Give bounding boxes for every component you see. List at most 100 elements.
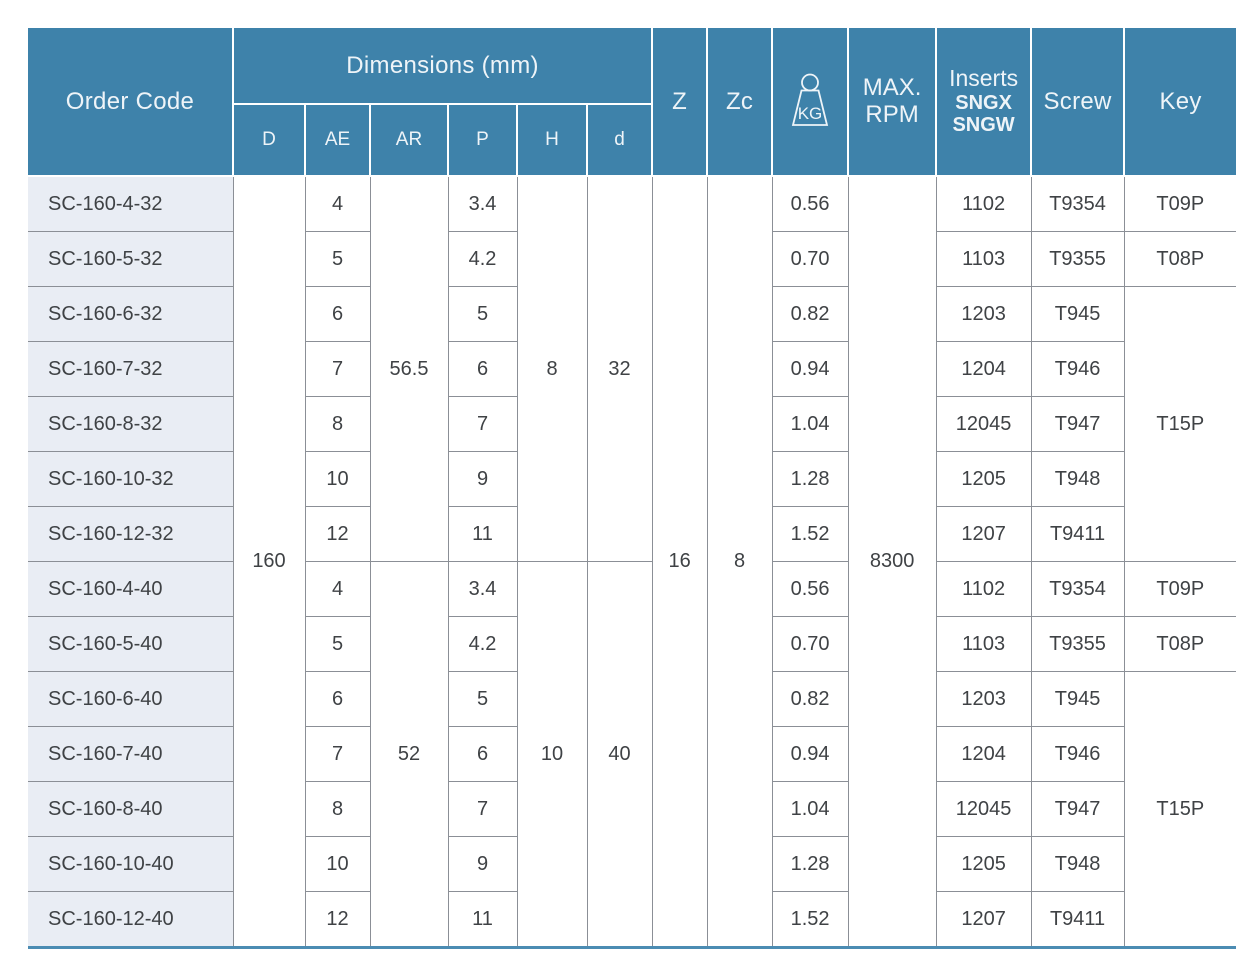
cell-key: T08P bbox=[1123, 616, 1237, 672]
cell-insert: 12045 bbox=[935, 396, 1032, 452]
table-row: SC-160-5-40 5 4.2 0.70 1103 T9355 T08P bbox=[28, 616, 1237, 672]
header-dim-h: H bbox=[516, 103, 588, 177]
table-row: SC-160-4-40 4 52 3.4 10 40 0.56 1102 T9354 T09P bbox=[28, 561, 1237, 948]
cell-screw: T947 bbox=[1030, 781, 1125, 837]
cell-dim-ae: 12 bbox=[304, 891, 371, 948]
table-row: SC-160-7-40 7 6 0.94 1204 T946 bbox=[28, 726, 1236, 782]
cell-screw: T946 bbox=[1030, 726, 1125, 782]
cell-dim-ae: 5 bbox=[304, 616, 371, 672]
inserts-type-sngx: SNGX bbox=[955, 91, 1012, 114]
cell-insert: 1102 bbox=[935, 175, 1032, 232]
cell-dim-ae: 8 bbox=[304, 781, 371, 837]
cell-insert: 12045 bbox=[935, 781, 1032, 837]
cell-insert: 1207 bbox=[935, 506, 1032, 562]
header-inserts: Inserts SNGX SNGW bbox=[935, 28, 1033, 177]
cell-z-shared: 16 bbox=[651, 175, 708, 948]
cell-key: T09P bbox=[1123, 561, 1237, 617]
cell-dim-p: 7 bbox=[447, 396, 518, 452]
cell-key: T15P bbox=[1123, 286, 1237, 562]
cell-dim-p: 9 bbox=[447, 836, 518, 892]
cell-dim-ae: 12 bbox=[304, 506, 371, 562]
cell-insert: 1204 bbox=[935, 726, 1032, 782]
cell-dim-ae: 6 bbox=[304, 286, 371, 342]
cell-dim-ae: 10 bbox=[304, 836, 371, 892]
header-dim-p: P bbox=[447, 103, 518, 177]
cell-dim-d-small-group: 32 bbox=[586, 175, 653, 562]
header-dim-ar: AR bbox=[369, 103, 449, 177]
cell-dim-p: 5 bbox=[447, 286, 518, 342]
cell-weight-kg: 1.52 bbox=[771, 891, 849, 948]
cell-insert: 1103 bbox=[935, 616, 1032, 672]
kg-label: KG bbox=[798, 104, 823, 123]
cell-screw: T947 bbox=[1030, 396, 1125, 452]
cell-screw: T948 bbox=[1030, 836, 1125, 892]
cell-dim-d-small-group: 40 bbox=[586, 561, 653, 948]
cell-dim-p: 4.2 bbox=[447, 231, 518, 287]
inserts-type-sngw: SNGW bbox=[952, 114, 1015, 137]
cell-dim-p: 11 bbox=[447, 891, 518, 948]
table-body: SC-160-4-32 160 4 56.5 3.4 8 32 16 8 0.56 8300 1102… bbox=[28, 175, 1237, 948]
cell-dim-ae: 4 bbox=[304, 175, 371, 232]
cell-order-code: SC-160-7-40 bbox=[28, 726, 234, 782]
cell-screw: T9354 bbox=[1030, 561, 1125, 617]
cell-weight-kg: 1.04 bbox=[771, 396, 849, 452]
table-row: SC-160-10-32 10 9 1.28 1205 T948 bbox=[28, 451, 1236, 507]
cell-weight-kg: 0.70 bbox=[771, 231, 849, 287]
cell-screw: T9355 bbox=[1030, 231, 1125, 287]
cell-insert: 1207 bbox=[935, 891, 1032, 948]
cell-weight-kg: 1.28 bbox=[771, 451, 849, 507]
header-max-rpm: MAX. RPM bbox=[847, 28, 938, 177]
cell-zc-shared: 8 bbox=[706, 175, 773, 948]
cell-order-code: SC-160-8-40 bbox=[28, 781, 234, 837]
table-row: SC-160-8-32 8 7 1.04 12045 T947 bbox=[28, 396, 1236, 452]
header-order-code: Order Code bbox=[28, 28, 234, 177]
cell-screw: T948 bbox=[1030, 451, 1125, 507]
cell-dim-p: 3.4 bbox=[447, 561, 518, 617]
table-row: SC-160-6-32 6 5 0.82 1203 T945 T15P bbox=[28, 286, 1237, 562]
cell-insert: 1102 bbox=[935, 561, 1032, 617]
cell-dim-p: 3.4 bbox=[447, 175, 518, 232]
max-rpm-line2: RPM bbox=[865, 100, 919, 128]
cell-weight-kg: 0.56 bbox=[771, 561, 849, 617]
cell-dim-p: 9 bbox=[447, 451, 518, 507]
cell-screw: T946 bbox=[1030, 341, 1125, 397]
cell-dim-h-group: 10 bbox=[516, 561, 588, 948]
header-dimensions-group: Dimensions (mm) bbox=[231, 28, 654, 105]
cell-screw: T945 bbox=[1030, 286, 1125, 342]
cell-dim-p: 5 bbox=[447, 671, 518, 727]
cell-order-code: SC-160-7-32 bbox=[28, 341, 234, 397]
cell-order-code: SC-160-4-32 bbox=[28, 175, 234, 232]
cell-insert: 1204 bbox=[935, 341, 1032, 397]
table-row: SC-160-5-32 5 4.2 0.70 1103 T9355 T08P bbox=[28, 231, 1237, 287]
cell-insert: 1203 bbox=[935, 286, 1032, 342]
inserts-title: Inserts bbox=[949, 65, 1019, 92]
cell-max-rpm-shared: 8300 bbox=[847, 175, 937, 948]
cell-dim-ae: 7 bbox=[304, 726, 371, 782]
cell-weight-kg: 0.70 bbox=[771, 616, 849, 672]
cell-dim-h-group: 8 bbox=[516, 175, 588, 562]
header-row-dims: D AE AR P H d bbox=[28, 103, 1236, 177]
cell-dim-p: 7 bbox=[447, 781, 518, 837]
cell-weight-kg: 1.52 bbox=[771, 506, 849, 562]
cell-dim-p: 4.2 bbox=[447, 616, 518, 672]
table-header: Order Code Dimensions (mm) Z Zc KG MAX. bbox=[28, 28, 1237, 177]
cell-dim-ar-group: 56.5 bbox=[369, 175, 449, 562]
cell-insert: 1205 bbox=[935, 836, 1032, 892]
header-weight: KG bbox=[771, 28, 850, 177]
cell-dim-ae: 4 bbox=[304, 561, 371, 617]
cell-weight-kg: 0.94 bbox=[771, 341, 849, 397]
cell-insert: 1103 bbox=[935, 231, 1032, 287]
cell-weight-kg: 1.28 bbox=[771, 836, 849, 892]
cell-dim-p: 6 bbox=[447, 726, 518, 782]
header-dim-d: D bbox=[232, 103, 306, 177]
cell-dim-d-shared: 160 bbox=[232, 175, 306, 948]
cell-order-code: SC-160-5-40 bbox=[28, 616, 234, 672]
header-z: Z bbox=[651, 28, 709, 177]
table-row: SC-160-6-40 6 5 0.82 1203 T945 T15P bbox=[28, 671, 1237, 948]
cell-key: T15P bbox=[1123, 671, 1237, 948]
cell-order-code: SC-160-8-32 bbox=[28, 396, 234, 452]
cell-order-code: SC-160-5-32 bbox=[28, 231, 234, 287]
cell-order-code: SC-160-6-32 bbox=[28, 286, 234, 342]
cell-weight-kg: 0.94 bbox=[771, 726, 849, 782]
